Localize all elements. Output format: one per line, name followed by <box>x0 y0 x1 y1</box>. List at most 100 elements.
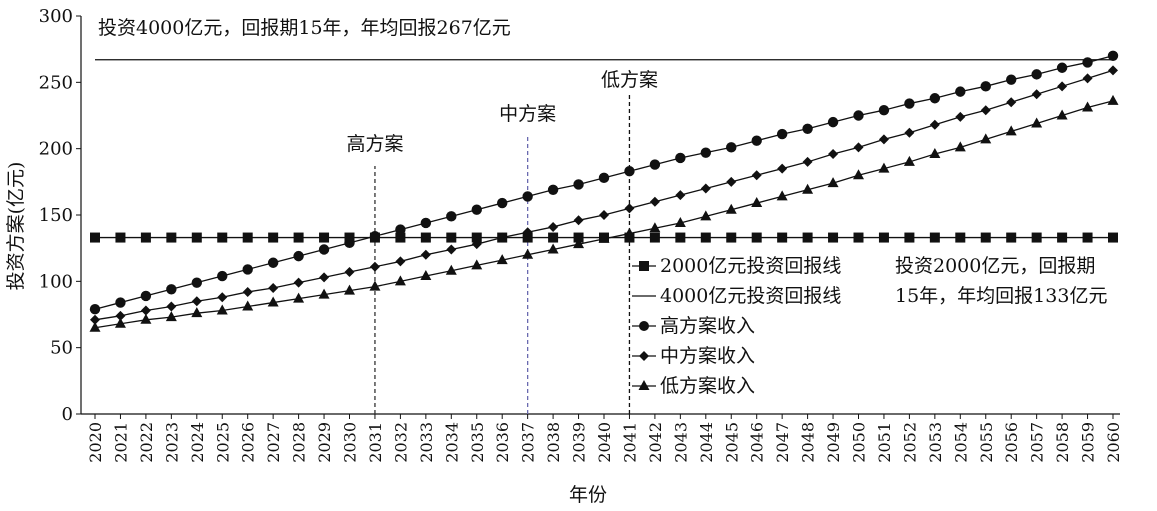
x-tick-label: 2020 <box>86 422 105 463</box>
x-tick-label: 2030 <box>341 422 360 463</box>
x-tick-label: 2046 <box>748 422 767 463</box>
x-tick-label: 2043 <box>671 422 690 463</box>
point-circle <box>929 93 941 104</box>
x-tick-label: 2038 <box>544 422 563 463</box>
point-diamond <box>624 203 635 214</box>
point-circle <box>140 290 152 302</box>
point-triangle <box>242 300 254 311</box>
point-diamond <box>471 239 482 250</box>
right-annotation-line2: 15年，年均回报133亿元 <box>895 285 1107 307</box>
point-triangle <box>751 197 763 208</box>
point-square <box>1108 232 1118 243</box>
point-circle <box>878 104 890 116</box>
point-square <box>649 232 660 243</box>
point-square <box>751 232 762 243</box>
point-circle <box>700 147 711 158</box>
point-diamond <box>878 134 889 145</box>
point-triangle <box>344 284 355 295</box>
point-diamond <box>497 232 508 243</box>
legend-marker-circle <box>639 321 649 331</box>
point-triangle <box>547 243 559 254</box>
point-triangle <box>878 162 890 173</box>
point-diamond <box>344 267 355 278</box>
y-axis-label: 投资方案(亿元) <box>5 162 27 291</box>
point-triangle <box>1056 109 1068 120</box>
point-circle <box>675 152 686 164</box>
x-tick-label: 2028 <box>290 422 309 463</box>
plot-area: 0 50 100 150 200 250 300 2020 2021 2022 2023 2024 20… <box>39 6 1123 463</box>
right-annotation-line1: 投资2000亿元，回报期 <box>895 255 1095 277</box>
point-square <box>166 232 177 243</box>
x-tick-label: 2056 <box>1002 422 1021 463</box>
point-square <box>777 232 788 243</box>
point-circle <box>1006 74 1017 85</box>
point-diamond <box>955 111 966 122</box>
legend-marker-square <box>639 261 649 271</box>
point-circle <box>547 184 559 195</box>
point-circle <box>827 116 839 128</box>
x-tick-label: 2024 <box>188 422 207 463</box>
legend-label: 低方案收入 <box>660 375 755 397</box>
point-circle <box>573 179 584 190</box>
point-circle <box>853 110 864 121</box>
x-tick-label: 2021 <box>111 422 130 463</box>
point-circle <box>802 123 813 134</box>
point-triangle <box>522 248 534 259</box>
point-square <box>929 232 940 243</box>
point-circle <box>624 166 635 177</box>
point-diamond <box>1006 97 1017 108</box>
y-tick-label: 150 <box>39 205 73 226</box>
point-diamond <box>140 305 151 316</box>
x-tick-label: 2045 <box>722 422 741 463</box>
point-circle <box>955 86 966 97</box>
point-circle <box>649 159 661 170</box>
point-diamond <box>802 156 813 167</box>
point-triangle <box>420 270 432 281</box>
point-diamond <box>828 148 839 159</box>
point-square <box>1082 232 1093 243</box>
point-square <box>726 232 737 243</box>
point-triangle <box>649 222 661 233</box>
point-triangle <box>929 147 941 158</box>
x-tick-label: 2058 <box>1053 422 1072 463</box>
point-diamond <box>929 119 940 130</box>
x-tick-label: 2031 <box>366 422 385 463</box>
point-circle <box>1031 69 1042 80</box>
point-diamond <box>1082 73 1093 84</box>
point-square <box>242 232 253 243</box>
point-triangle <box>827 177 839 188</box>
point-triangle <box>1082 101 1094 112</box>
point-circle <box>980 81 991 92</box>
point-diamond <box>1057 81 1068 92</box>
point-square <box>955 232 966 243</box>
x-tick-label: 2025 <box>213 422 232 463</box>
point-square <box>1057 232 1068 243</box>
y-tick-label: 0 <box>62 404 73 425</box>
reference-line-label: 高方案 <box>346 133 403 155</box>
y-tick-label: 300 <box>39 6 73 27</box>
point-diamond <box>1108 65 1118 76</box>
point-triangle <box>445 264 457 275</box>
point-triangle <box>293 292 305 303</box>
point-square <box>828 232 839 243</box>
y-tick-label: 200 <box>39 139 73 160</box>
point-circle <box>471 204 482 215</box>
point-circle <box>369 231 381 242</box>
point-diamond <box>395 256 406 267</box>
x-tick-label: 2041 <box>620 422 639 463</box>
legend-marker-triangle <box>638 380 650 390</box>
point-square <box>115 232 126 243</box>
y-tick-label: 100 <box>39 271 73 292</box>
legend-label: 4000亿元投资回报线 <box>660 285 841 307</box>
point-circle <box>318 244 330 255</box>
point-triangle <box>1005 125 1017 136</box>
legend-marker-diamond <box>639 351 649 361</box>
x-tick-label: 2037 <box>519 422 538 463</box>
point-circle <box>1107 50 1119 61</box>
point-square <box>522 232 533 243</box>
x-tick-label: 2039 <box>570 422 589 463</box>
point-square <box>1006 232 1017 243</box>
point-circle <box>267 257 279 268</box>
x-tick-label: 2032 <box>391 422 410 463</box>
